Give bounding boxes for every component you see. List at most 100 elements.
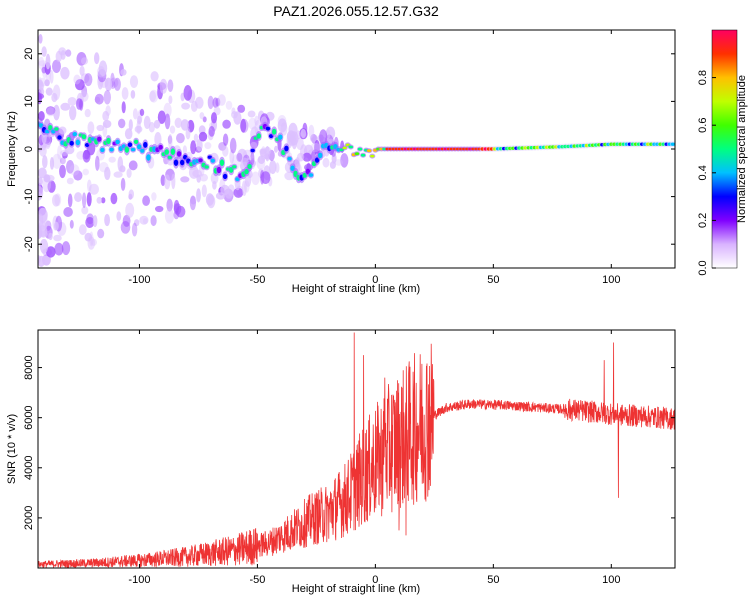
colorbar-label: Normalized spectral amplitude	[736, 75, 748, 223]
spectrogram-cell	[237, 104, 246, 113]
spectrogram-cell	[44, 79, 50, 87]
spectrogram-cell	[222, 133, 229, 146]
spectrogram-cell	[133, 139, 139, 144]
spectrogram-cell	[212, 180, 217, 190]
spectrogram-cell	[121, 101, 126, 114]
x-tick-label: 50	[487, 274, 499, 286]
spectrogram-cell	[211, 112, 217, 124]
spectrogram-cell	[196, 139, 203, 152]
spectrogram-cell	[38, 56, 45, 70]
spectrogram-cell	[159, 78, 168, 94]
spectrogram-cell	[233, 187, 244, 198]
spectrogram-cell	[54, 127, 59, 131]
snr-y-label: SNR (10 * v/v)	[6, 414, 18, 484]
spectrogram-cell	[247, 110, 256, 118]
spectrogram-cell	[134, 125, 143, 133]
spectrogram-cell	[140, 148, 145, 153]
snr-x-ticks: -100 -50 0 50 100	[128, 330, 620, 586]
spectrogram-cell	[45, 106, 56, 115]
spectrogram-cell	[42, 155, 48, 169]
spectrogram-cell	[58, 126, 67, 135]
spectrogram-cell	[134, 219, 140, 227]
spectrogram-cell	[38, 80, 44, 89]
spectrogram-cell	[250, 148, 255, 153]
colorbar-scale	[711, 29, 738, 269]
spectrogram-cell	[115, 139, 120, 145]
spectrogram-cell	[51, 92, 58, 103]
x-tick-label: 0	[372, 274, 378, 286]
spectrogram-cell	[96, 124, 105, 132]
spectrogram-cell	[164, 113, 171, 130]
y-tick-label: 20	[23, 48, 35, 60]
spectrogram-cell	[180, 159, 185, 166]
spectrogram-cell	[108, 156, 116, 163]
spectrogram-cell	[143, 115, 151, 129]
spectrogram-cell	[139, 215, 149, 225]
spectrogram-cell	[169, 125, 176, 134]
spectrogram-cell	[60, 66, 70, 80]
spectrogram-cell	[233, 111, 242, 125]
y-tick-label: 0	[23, 146, 35, 152]
spectrogram-cell	[220, 184, 230, 196]
spectrogram-cell	[180, 176, 190, 183]
spectrogram-cell	[63, 207, 73, 217]
spectrogram-cell	[244, 168, 249, 175]
colorbar-ticks: 0.0 0.2 0.4 0.6 0.8	[697, 70, 716, 276]
spectrogram-cell	[38, 226, 43, 239]
spectrogram-cell	[97, 136, 102, 142]
spectrogram-cell	[38, 111, 45, 121]
colorbar: 0.0 0.2 0.4 0.6 0.8 Normalized spectral ampl…	[697, 29, 748, 276]
spectrogram-cell	[38, 167, 47, 179]
spectrogram-cell	[79, 65, 85, 76]
spectrogram-cell	[193, 133, 199, 143]
spectrogram-cell	[208, 125, 215, 137]
spectrogram-cell	[84, 73, 93, 87]
spectrogram-cell	[81, 134, 87, 140]
spectrogram-cell	[263, 146, 272, 155]
spectrogram-cell	[198, 158, 203, 163]
spectrogram-cell	[300, 128, 307, 139]
spectrogram-cell	[222, 173, 228, 180]
spectrogram-cell	[87, 121, 95, 134]
spectrogram-cell	[103, 90, 112, 105]
spectrogram-cell	[163, 102, 172, 118]
spectrogram-cell	[236, 152, 243, 162]
spectrogram-cell	[153, 119, 161, 129]
spectrogram-cell	[176, 133, 185, 144]
spectrogram-cell	[82, 192, 87, 208]
spectrogram-cell	[109, 147, 114, 152]
spectrogram-cell	[104, 213, 110, 227]
snr-x-label: Height of straight line (km)	[292, 583, 420, 595]
spectrogram-cell	[75, 139, 81, 146]
spectrogram-cell	[61, 241, 71, 256]
spectrogram-cell	[217, 94, 226, 106]
spectrogram-cell	[164, 174, 171, 190]
spectrogram-cell	[66, 160, 75, 174]
spectrogram-cell	[106, 137, 111, 145]
spectrogram-cell	[81, 206, 89, 215]
spectrogram-cell	[53, 234, 62, 242]
spectrogram-cell	[60, 102, 71, 111]
spectrogram-cell	[182, 145, 187, 155]
spectrogram-cell	[181, 102, 191, 110]
spectrogram-cell	[247, 164, 252, 169]
spectrogram-cell	[260, 171, 271, 185]
spectrogram-cell	[82, 168, 89, 176]
spectrogram-cell	[38, 144, 44, 152]
spectrogram-cell	[146, 154, 151, 161]
spectrogram-cell	[53, 104, 60, 121]
spectrogram-cell	[180, 119, 189, 131]
spectrogram-cell	[196, 188, 201, 203]
spectrogram-cell	[360, 153, 366, 157]
spectrogram-cell	[38, 91, 42, 101]
spectrogram-cell	[154, 132, 162, 147]
spectrogram-cell	[102, 122, 108, 138]
spectrogram-cell	[84, 108, 91, 118]
spectrogram-cell	[229, 137, 237, 154]
y-tick-label: -10	[23, 189, 35, 205]
spectrogram-cell	[47, 180, 56, 193]
y-tick-label: 10	[23, 95, 35, 107]
spectrogram-cell	[116, 211, 122, 222]
spectrogram-cell	[41, 46, 47, 57]
x-tick-label: -50	[249, 274, 265, 286]
